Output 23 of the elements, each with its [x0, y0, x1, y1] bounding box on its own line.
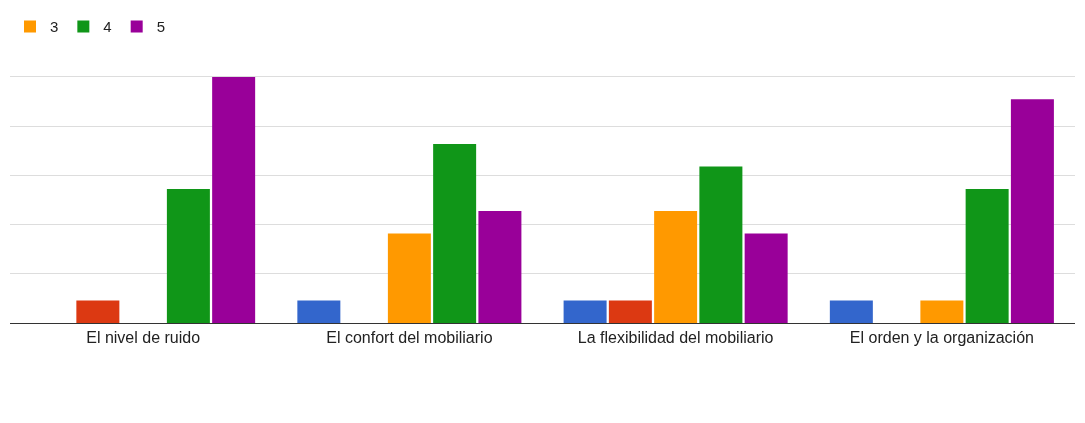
bar [608, 300, 652, 323]
bar [829, 300, 873, 323]
x-tick-label: La flexibilidad del mobiliario [577, 329, 774, 347]
bar [1010, 99, 1054, 323]
legend-label: 4 [103, 18, 112, 36]
x-tick-label: El confort del mobiliario [326, 329, 493, 347]
x-tick-label: El nivel de ruido [86, 329, 201, 347]
bar [920, 300, 964, 323]
bar [387, 233, 431, 323]
bar [433, 144, 477, 323]
bar [699, 166, 743, 323]
legend-label: 3 [50, 18, 59, 36]
bar [744, 233, 788, 323]
bar [965, 188, 1009, 323]
bar [166, 188, 210, 323]
bar [654, 211, 698, 323]
x-tick-label: El orden y la organización [849, 329, 1034, 347]
legend-label: 5 [156, 18, 166, 36]
bar [297, 300, 341, 323]
bar [478, 211, 522, 323]
bar [76, 300, 120, 323]
bar [563, 300, 607, 323]
bar [212, 76, 256, 323]
